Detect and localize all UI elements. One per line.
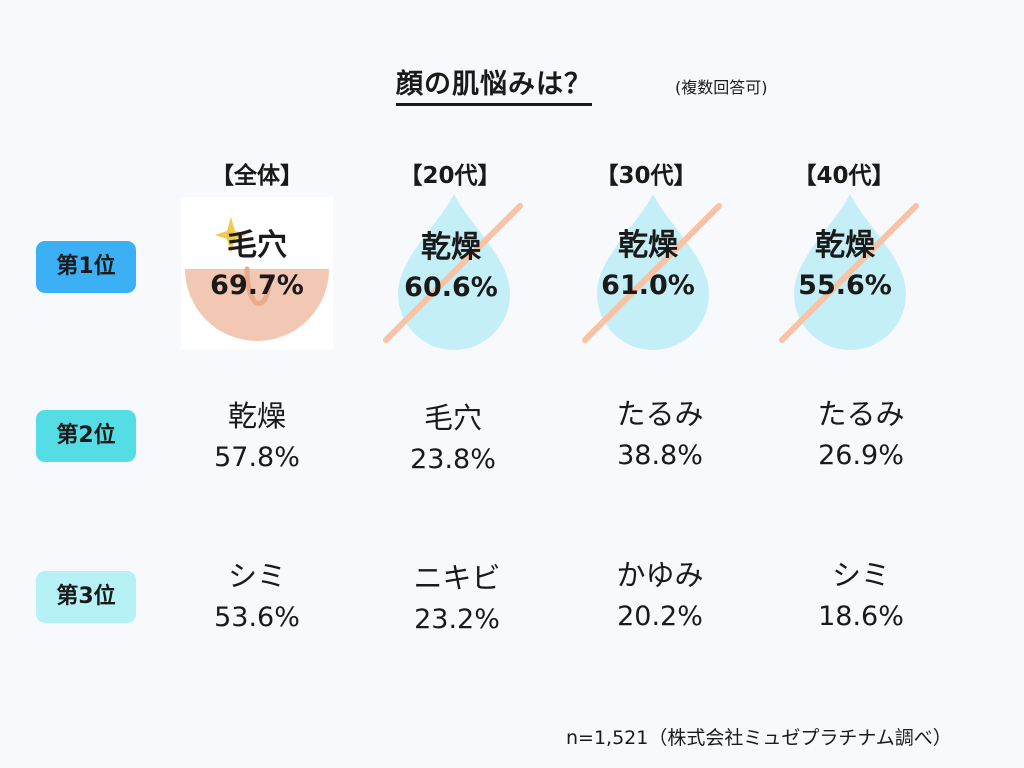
water-drop-icon — [582, 194, 722, 350]
cell-rank3-all: シミ 53.6% — [162, 556, 352, 640]
concern-label: ニキビ — [413, 561, 501, 595]
cell-rank3-40s: シミ 18.6% — [766, 555, 956, 639]
concern-label: 毛穴 — [423, 401, 482, 435]
rank-badge-2: 第2位 — [36, 410, 136, 462]
pore-icon — [181, 197, 333, 349]
percentage-value: 23.8% — [410, 444, 496, 475]
concern-label: たるみ — [817, 397, 905, 431]
water-drop-icon — [779, 194, 919, 350]
percentage-value: 53.6% — [214, 602, 300, 633]
concern-label: 乾燥 — [618, 228, 678, 263]
concern-label: たるみ — [616, 397, 704, 431]
percentage-value: 38.8% — [617, 440, 703, 471]
slash-line — [383, 203, 523, 343]
source-note: n=1,521（株式会社ミュゼプラチナム調べ） — [566, 727, 952, 749]
column-header-30s: 【30代】 — [595, 163, 697, 189]
chart-title: 顔の肌悩みは？ — [396, 62, 592, 106]
percentage-value: 18.6% — [818, 601, 904, 632]
title-note: (複数回答可) — [675, 78, 768, 97]
cell-rank1-20s: 乾燥 60.6% — [356, 228, 546, 308]
cell-rank2-20s: 毛穴 23.8% — [358, 398, 548, 482]
cell-rank1-all: 毛穴 69.7% — [162, 226, 352, 306]
percentage-value: 23.2% — [414, 604, 500, 635]
concern-label: 乾燥 — [421, 230, 481, 265]
sparkle-icon — [215, 217, 247, 253]
percentage-value: 26.9% — [818, 440, 904, 471]
percentage-value: 55.6% — [798, 270, 892, 301]
pore-hair-shape — [244, 266, 272, 306]
percentage-value: 20.2% — [617, 601, 703, 632]
slash-line — [582, 203, 722, 343]
cell-rank2-30s: たるみ 38.8% — [565, 394, 755, 478]
concern-label: シミ — [227, 559, 286, 593]
title-wrap: 顔の肌悩みは？ — [396, 62, 592, 106]
slash-line — [779, 203, 919, 343]
concern-label: かゆみ — [616, 558, 704, 592]
cell-rank1-40s: 乾燥 55.6% — [750, 226, 940, 306]
column-header-20s: 【20代】 — [399, 163, 501, 189]
percentage-value: 60.6% — [404, 272, 498, 303]
cell-rank3-20s: ニキビ 23.2% — [362, 558, 552, 642]
cell-rank1-30s: 乾燥 61.0% — [553, 226, 743, 306]
concern-label: 毛穴 — [227, 228, 287, 263]
column-header-all: 【全体】 — [211, 163, 303, 189]
water-drop-icon — [383, 194, 523, 350]
percentage-value: 61.0% — [601, 270, 695, 301]
percentage-value: 57.8% — [214, 442, 300, 473]
concern-label: 乾燥 — [227, 399, 286, 433]
cell-rank3-30s: かゆみ 20.2% — [565, 555, 755, 639]
concern-label: 乾燥 — [815, 228, 875, 263]
cell-rank2-all: 乾燥 57.8% — [162, 396, 352, 480]
concern-label: シミ — [831, 558, 890, 592]
rank-badge-3: 第3位 — [36, 571, 136, 623]
cell-rank2-40s: たるみ 26.9% — [766, 394, 956, 478]
column-header-40s: 【40代】 — [793, 163, 895, 189]
percentage-value: 69.7% — [210, 270, 304, 301]
rank-badge-1: 第1位 — [36, 241, 136, 293]
